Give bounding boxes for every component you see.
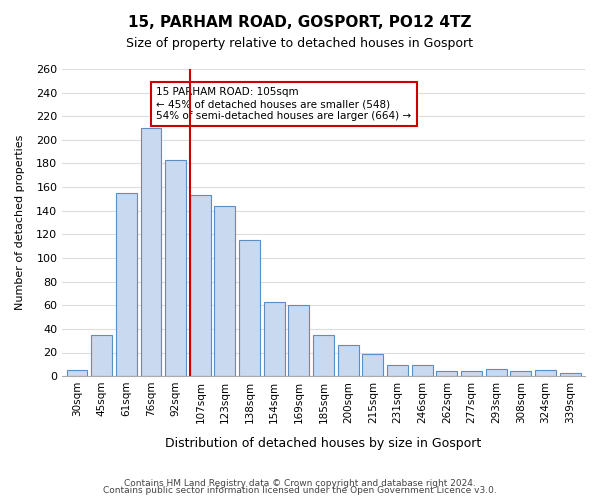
Bar <box>289 305 310 376</box>
Text: 15 PARHAM ROAD: 105sqm
← 45% of detached houses are smaller (548)
54% of semi-de: 15 PARHAM ROAD: 105sqm ← 45% of detached… <box>157 88 412 120</box>
Bar <box>239 240 260 376</box>
Bar <box>165 160 186 376</box>
Bar <box>511 372 532 376</box>
Bar <box>140 128 161 376</box>
Bar <box>560 372 581 376</box>
X-axis label: Distribution of detached houses by size in Gosport: Distribution of detached houses by size … <box>166 437 482 450</box>
Bar <box>264 302 285 376</box>
Bar <box>387 366 408 376</box>
Bar <box>535 370 556 376</box>
Bar <box>91 335 112 376</box>
Text: Size of property relative to detached houses in Gosport: Size of property relative to detached ho… <box>127 38 473 51</box>
Bar <box>67 370 88 376</box>
Bar <box>412 366 433 376</box>
Y-axis label: Number of detached properties: Number of detached properties <box>15 135 25 310</box>
Bar <box>486 369 507 376</box>
Bar <box>362 354 383 376</box>
Text: 15, PARHAM ROAD, GOSPORT, PO12 4TZ: 15, PARHAM ROAD, GOSPORT, PO12 4TZ <box>128 15 472 30</box>
Bar <box>116 193 137 376</box>
Text: Contains public sector information licensed under the Open Government Licence v3: Contains public sector information licen… <box>103 486 497 495</box>
Bar <box>190 196 211 376</box>
Bar <box>436 372 457 376</box>
Bar <box>338 346 359 376</box>
Bar <box>214 206 235 376</box>
Bar <box>313 335 334 376</box>
Text: Contains HM Land Registry data © Crown copyright and database right 2024.: Contains HM Land Registry data © Crown c… <box>124 478 476 488</box>
Bar <box>461 372 482 376</box>
